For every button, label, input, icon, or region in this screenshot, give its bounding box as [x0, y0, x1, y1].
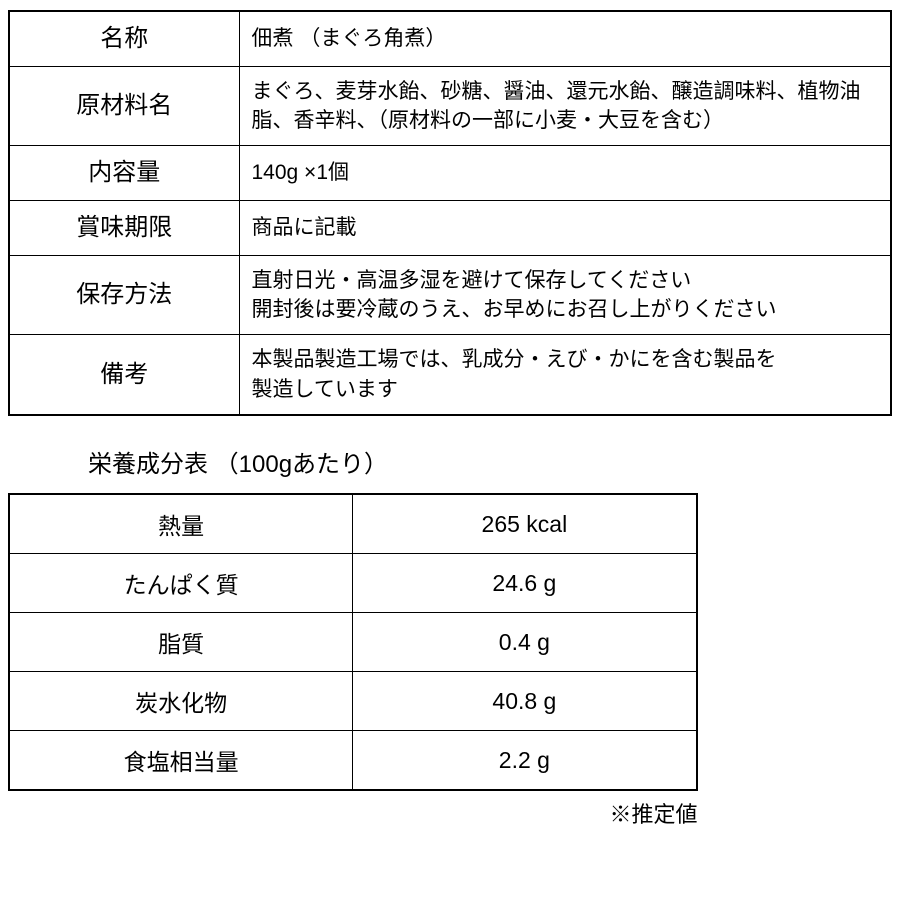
table-row: たんぱく質 24.6 g: [9, 554, 697, 613]
info-value: 140g ×1個: [239, 146, 891, 201]
nutrition-value: 24.6 g: [353, 554, 697, 613]
nutrition-value: 40.8 g: [353, 672, 697, 731]
info-value: 佃煮 （まぐろ角煮）: [239, 11, 891, 66]
nutrition-value: 0.4 g: [353, 613, 697, 672]
table-row: 原材料名 まぐろ、麦芽水飴、砂糖、醤油、還元水飴、醸造調味料、植物油脂、香辛料、…: [9, 66, 891, 146]
table-row: 名称 佃煮 （まぐろ角煮）: [9, 11, 891, 66]
info-label: 備考: [9, 335, 239, 415]
info-value: 本製品製造工場では、乳成分・えび・かにを含む製品を製造しています: [239, 335, 891, 415]
nutrition-label: 脂質: [9, 613, 353, 672]
nutrition-label: たんぱく質: [9, 554, 353, 613]
nutrition-value: 265 kcal: [353, 494, 697, 554]
info-value: 商品に記載: [239, 200, 891, 255]
nutrition-title: 栄養成分表 （100gあたり）: [88, 444, 892, 479]
nutrition-value: 2.2 g: [353, 731, 697, 791]
info-label: 原材料名: [9, 66, 239, 146]
nutrition-table: 熱量 265 kcal たんぱく質 24.6 g 脂質 0.4 g 炭水化物 4…: [8, 493, 698, 791]
info-label: 保存方法: [9, 255, 239, 335]
nutrition-label: 食塩相当量: [9, 731, 353, 791]
table-row: 熱量 265 kcal: [9, 494, 697, 554]
table-row: 食塩相当量 2.2 g: [9, 731, 697, 791]
info-label: 賞味期限: [9, 200, 239, 255]
info-label: 名称: [9, 11, 239, 66]
table-row: 保存方法 直射日光・高温多湿を避けて保存してください開封後は要冷蔵のうえ、お早め…: [9, 255, 891, 335]
nutrition-label: 熱量: [9, 494, 353, 554]
info-value: 直射日光・高温多湿を避けて保存してください開封後は要冷蔵のうえ、お早めにお召し上…: [239, 255, 891, 335]
product-info-table: 名称 佃煮 （まぐろ角煮） 原材料名 まぐろ、麦芽水飴、砂糖、醤油、還元水飴、醸…: [8, 10, 892, 416]
nutrition-label: 炭水化物: [9, 672, 353, 731]
table-row: 炭水化物 40.8 g: [9, 672, 697, 731]
table-row: 備考 本製品製造工場では、乳成分・えび・かにを含む製品を製造しています: [9, 335, 891, 415]
table-row: 脂質 0.4 g: [9, 613, 697, 672]
info-value: まぐろ、麦芽水飴、砂糖、醤油、還元水飴、醸造調味料、植物油脂、香辛料、（原材料の…: [239, 66, 891, 146]
info-label: 内容量: [9, 146, 239, 201]
table-row: 賞味期限 商品に記載: [9, 200, 891, 255]
table-row: 内容量 140g ×1個: [9, 146, 891, 201]
nutrition-footnote: ※推定値: [8, 797, 698, 829]
